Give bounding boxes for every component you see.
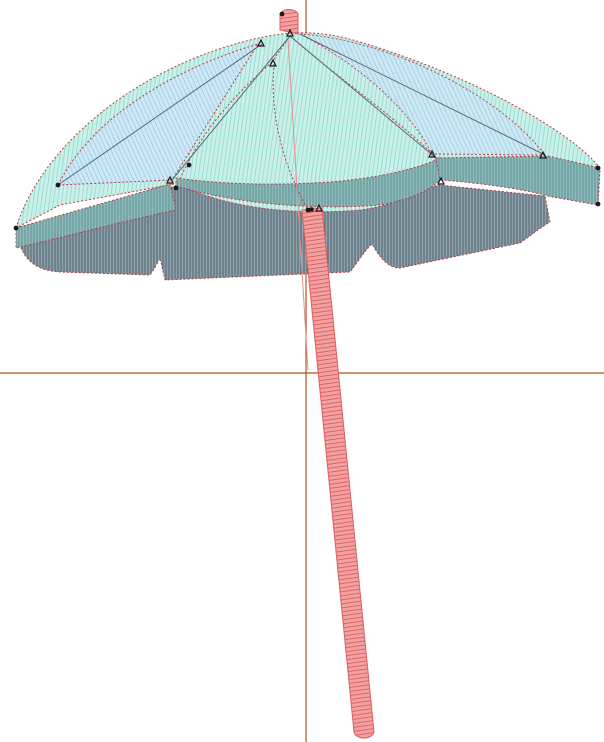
triangle-node-icon[interactable] — [428, 149, 436, 158]
triangle-node-icon[interactable] — [315, 203, 323, 212]
dot-node-icon[interactable] — [186, 162, 192, 168]
canopy-rim-right[interactable] — [435, 155, 601, 206]
canopy-rim-left[interactable] — [15, 183, 177, 249]
rib-left — [171, 35, 291, 181]
umbrella-pole[interactable] — [279, 9, 375, 739]
triangle-node-icon[interactable] — [269, 58, 277, 67]
triangle-node-icon[interactable] — [166, 175, 174, 184]
pole-guide-line — [287, 39, 309, 371]
dot-node-icon[interactable] — [173, 185, 179, 191]
canopy-panel-left[interactable] — [57, 43, 260, 186]
canopy-ribs — [57, 33, 546, 211]
triangle-node-icon[interactable] — [286, 28, 294, 37]
canopy-panel-center[interactable] — [177, 35, 437, 213]
square-node-icon[interactable] — [309, 207, 314, 212]
rib-right — [289, 35, 437, 159]
triangle-node-icon[interactable] — [539, 150, 547, 159]
dot-node-icon[interactable] — [595, 201, 601, 207]
dot-node-icon[interactable] — [595, 165, 601, 171]
triangle-node-icon[interactable] — [257, 38, 265, 47]
node-markers — [13, 11, 601, 231]
triangle-node-icon[interactable] — [437, 176, 445, 185]
dot-node-icon[interactable] — [55, 182, 61, 188]
pole-shaft[interactable] — [301, 207, 375, 739]
dot-node-icon[interactable] — [13, 225, 19, 231]
rib-far-left — [57, 43, 263, 186]
dot-node-icon[interactable] — [305, 207, 311, 213]
dot-node-icon[interactable] — [279, 11, 285, 17]
rib-far-right — [299, 33, 546, 156]
rib-center — [272, 63, 309, 211]
